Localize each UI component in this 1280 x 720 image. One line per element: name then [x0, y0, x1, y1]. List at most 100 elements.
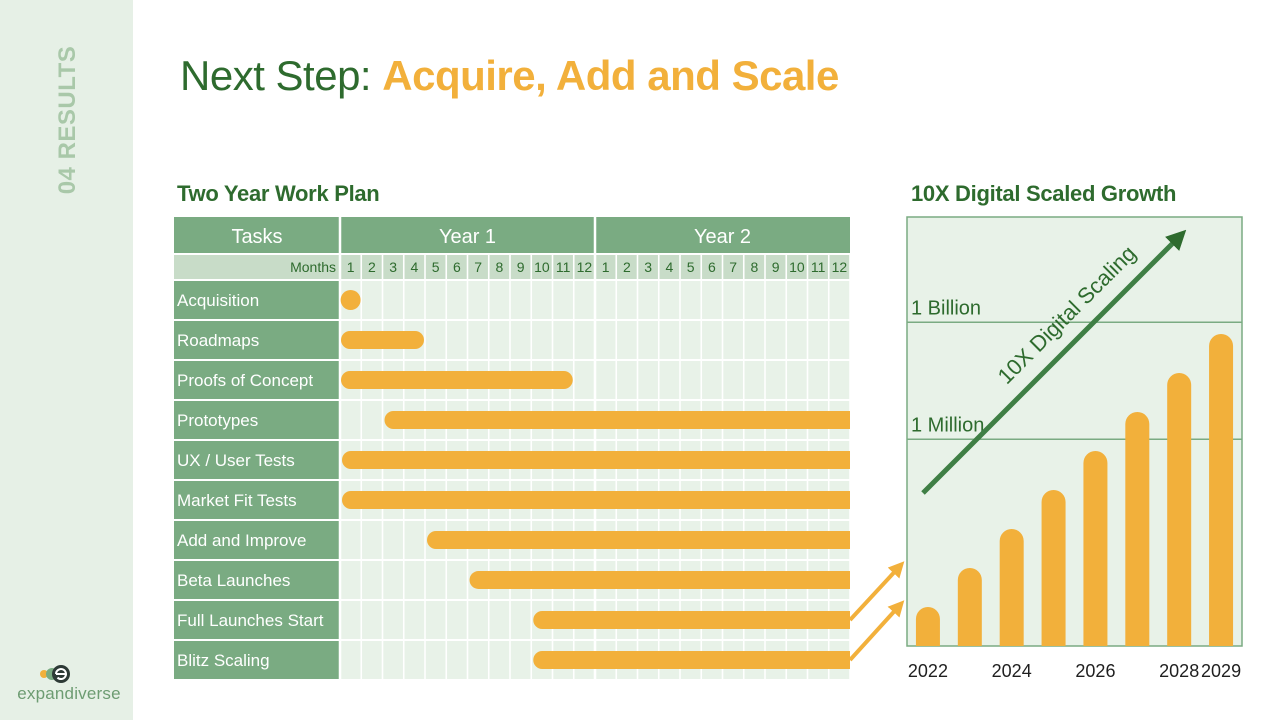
task-label: UX / User Tests: [177, 451, 295, 470]
growth-bar: [1125, 412, 1150, 646]
work-plan-title: Two Year Work Plan: [177, 181, 380, 206]
task-label-cell: [174, 320, 340, 360]
month-cell: [446, 254, 468, 280]
month-cell: [510, 254, 532, 280]
tasks-header-cell: [174, 217, 340, 254]
growth-bar: [1041, 490, 1066, 646]
month-cell: [765, 254, 787, 280]
task-bar: [384, 411, 850, 429]
connector-arrow: [848, 561, 905, 622]
month-cell: [467, 254, 489, 280]
scaling-arrow: [921, 229, 1187, 495]
month-tick-label: 2: [368, 259, 376, 275]
month-tick-label: 11: [811, 259, 826, 275]
reference-line-label: 1 Million: [911, 414, 984, 436]
task-label-cell: [174, 520, 340, 560]
task-label: Market Fit Tests: [177, 491, 297, 510]
month-cell: [382, 254, 404, 280]
month-tick-label: 2: [623, 259, 631, 275]
x-tick-label: 2028: [1159, 661, 1199, 681]
month-cell: [488, 254, 510, 280]
tasks-header-label: Tasks: [231, 226, 282, 248]
x-tick-label: 2022: [908, 661, 948, 681]
months-label-cell: [174, 254, 340, 280]
month-cell: [701, 254, 723, 280]
task-bar: [533, 651, 850, 669]
month-cell: [361, 254, 383, 280]
task-bar: [469, 571, 850, 589]
month-tick-label: 7: [729, 259, 737, 275]
month-cell: [722, 254, 744, 280]
month-tick-label: 8: [750, 259, 758, 275]
month-cell: [531, 254, 553, 280]
page-title: Next Step: Acquire, Add and Scale: [180, 52, 839, 100]
growth-bar: [1209, 334, 1234, 646]
months-label: Months: [290, 259, 336, 275]
task-bar: [427, 531, 850, 549]
month-tick-label: 12: [832, 259, 848, 275]
task-label-cell: [174, 640, 340, 680]
month-tick-label: 6: [453, 259, 461, 275]
x-tick-label: 2029: [1201, 661, 1241, 681]
month-tick-label: 10: [789, 259, 805, 275]
task-label-cell: [174, 480, 340, 520]
growth-bar: [1167, 373, 1192, 646]
month-cell: [658, 254, 680, 280]
task-label: Add and Improve: [177, 531, 306, 550]
month-cell: [807, 254, 829, 280]
task-label-cell: [174, 400, 340, 440]
expandiverse-logo: expandiverse: [14, 662, 124, 708]
month-cell: [616, 254, 638, 280]
month-cell: [595, 254, 617, 280]
month-cell: [425, 254, 447, 280]
month-cell: [340, 254, 362, 280]
task-bar: [342, 491, 850, 509]
month-tick-label: 4: [410, 259, 418, 275]
month-tick-label: 1: [602, 259, 610, 275]
month-tick-label: 3: [389, 259, 397, 275]
task-label: Full Launches Start: [177, 611, 324, 630]
task-label: Beta Launches: [177, 571, 290, 590]
task-label-cell: [174, 440, 340, 480]
page-title-accent: Acquire, Add and Scale: [382, 52, 839, 99]
month-tick-label: 9: [517, 259, 525, 275]
year-header-cell: [595, 217, 850, 254]
month-cell: [828, 254, 850, 280]
connector-arrow: [848, 600, 905, 662]
month-cell: [552, 254, 574, 280]
month-tick-label: 9: [772, 259, 780, 275]
task-label-cell: [174, 360, 340, 400]
task-label: Blitz Scaling: [177, 651, 270, 670]
month-cell: [743, 254, 765, 280]
year-header-label: Year 1: [439, 226, 496, 248]
month-tick-label: 5: [687, 259, 695, 275]
logo-text: expandiverse: [17, 684, 121, 703]
month-tick-label: 5: [432, 259, 440, 275]
month-cell: [573, 254, 595, 280]
year-header-cell: [340, 217, 595, 254]
task-label: Roadmaps: [177, 331, 259, 350]
task-label-cell: [174, 560, 340, 600]
month-cell: [637, 254, 659, 280]
month-cell: [403, 254, 425, 280]
growth-bar: [957, 568, 982, 646]
x-tick-label: 2024: [992, 661, 1032, 681]
task-label: Acquisition: [177, 291, 259, 310]
x-tick-label: 2026: [1075, 661, 1115, 681]
logo-mark-icon: [40, 665, 70, 683]
task-bar: [340, 290, 361, 310]
task-label-cell: [174, 280, 340, 320]
growth-bar: [1083, 451, 1108, 646]
month-cell: [786, 254, 808, 280]
task-bar: [342, 451, 850, 469]
month-tick-label: 6: [708, 259, 716, 275]
page-title-prefix: Next Step:: [180, 52, 383, 99]
task-label: Proofs of Concept: [177, 371, 313, 390]
task-label: Prototypes: [177, 411, 258, 430]
month-tick-label: 8: [495, 259, 503, 275]
year-header-label: Year 2: [694, 226, 751, 248]
task-label-cell: [174, 600, 340, 640]
month-tick-label: 10: [534, 259, 550, 275]
